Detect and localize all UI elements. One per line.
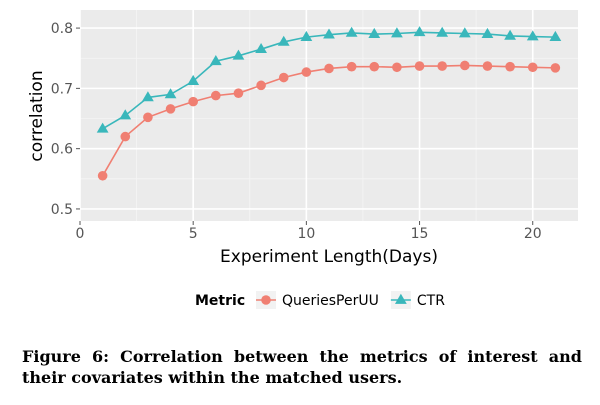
data-point-ctr: [368, 27, 381, 38]
data-point-queriesperuu: [346, 61, 357, 72]
data-point-ctr: [187, 74, 200, 85]
x-tick-label: 20: [524, 226, 542, 242]
data-point-queriesperuu: [233, 88, 244, 98]
x-tick-label: 10: [297, 226, 315, 242]
data-point-queriesperuu: [437, 61, 447, 71]
y-tick-label: 0.8: [51, 21, 73, 37]
legend-marker-ctr: [394, 293, 407, 304]
y-tick-label: 0.6: [51, 142, 73, 158]
data-point-ctr: [436, 26, 449, 37]
data-point-ctr: [142, 91, 154, 102]
figure-caption: Figure 6: Correlation between the metric…: [22, 347, 582, 387]
data-point-queriesperuu: [188, 96, 198, 107]
axis-tick-labels: 0 5 10 15 20 0.5 0.6 0.7 0.8: [51, 21, 542, 242]
data-point-ctr: [526, 30, 539, 41]
data-point-queriesperuu: [211, 90, 221, 101]
data-point-ctr: [391, 27, 403, 38]
plot-panel: [80, 10, 578, 221]
y-tick-label: 0.7: [51, 81, 73, 97]
data-point-ctr: [232, 49, 245, 60]
data-point-ctr: [164, 88, 177, 99]
data-point-ctr: [345, 26, 358, 37]
data-point-queriesperuu: [392, 62, 402, 73]
data-point-queriesperuu: [414, 61, 425, 71]
legend-title: Metric: [195, 293, 245, 309]
data-point-queriesperuu: [550, 63, 561, 73]
data-point-ctr: [119, 109, 132, 120]
x-axis-title: Experiment Length(Days): [220, 247, 438, 267]
axis-ticks: [76, 27, 534, 225]
data-point-queriesperuu: [482, 61, 493, 71]
series-markers: [96, 26, 562, 181]
data-point-queriesperuu: [165, 104, 176, 114]
legend-label-queriesperuu: QueriesPerUU: [282, 293, 379, 309]
x-tick-label: 5: [189, 226, 198, 242]
data-point-queriesperuu: [369, 61, 380, 72]
data-point-queriesperuu: [505, 61, 515, 72]
data-point-queriesperuu: [460, 60, 470, 71]
minor-gridlines: [80, 10, 578, 221]
data-point-ctr: [277, 35, 290, 46]
x-tick-label: 0: [76, 226, 85, 242]
y-axis-title: correlation: [27, 70, 47, 161]
y-tick-label: 0.5: [51, 202, 73, 218]
data-point-queriesperuu: [143, 112, 153, 123]
legend-items: QueriesPerUU CTR: [256, 291, 445, 309]
data-point-queriesperuu: [324, 63, 334, 74]
data-point-ctr: [549, 30, 562, 41]
data-point-ctr: [323, 28, 335, 39]
data-point-queriesperuu: [278, 72, 289, 83]
data-point-ctr: [300, 30, 313, 41]
x-tick-label: 15: [411, 226, 429, 242]
data-point-ctr: [255, 42, 267, 54]
major-gridlines: [79, 10, 578, 221]
data-point-ctr: [458, 27, 471, 38]
data-point-ctr: [209, 55, 222, 66]
legend: Metric QueriesPerUU CTR: [195, 291, 445, 309]
data-point-queriesperuu: [97, 170, 108, 181]
data-point-queriesperuu: [256, 80, 266, 91]
data-point-ctr: [481, 27, 494, 38]
legend-label-ctr: CTR: [417, 293, 445, 309]
data-point-ctr: [504, 29, 516, 40]
data-point-ctr: [96, 122, 109, 133]
data-point-queriesperuu: [527, 62, 538, 73]
data-point-queriesperuu: [120, 131, 131, 142]
data-point-queriesperuu: [301, 67, 312, 77]
data-point-ctr: [413, 26, 426, 37]
legend-marker-queriesperuu: [261, 295, 271, 305]
